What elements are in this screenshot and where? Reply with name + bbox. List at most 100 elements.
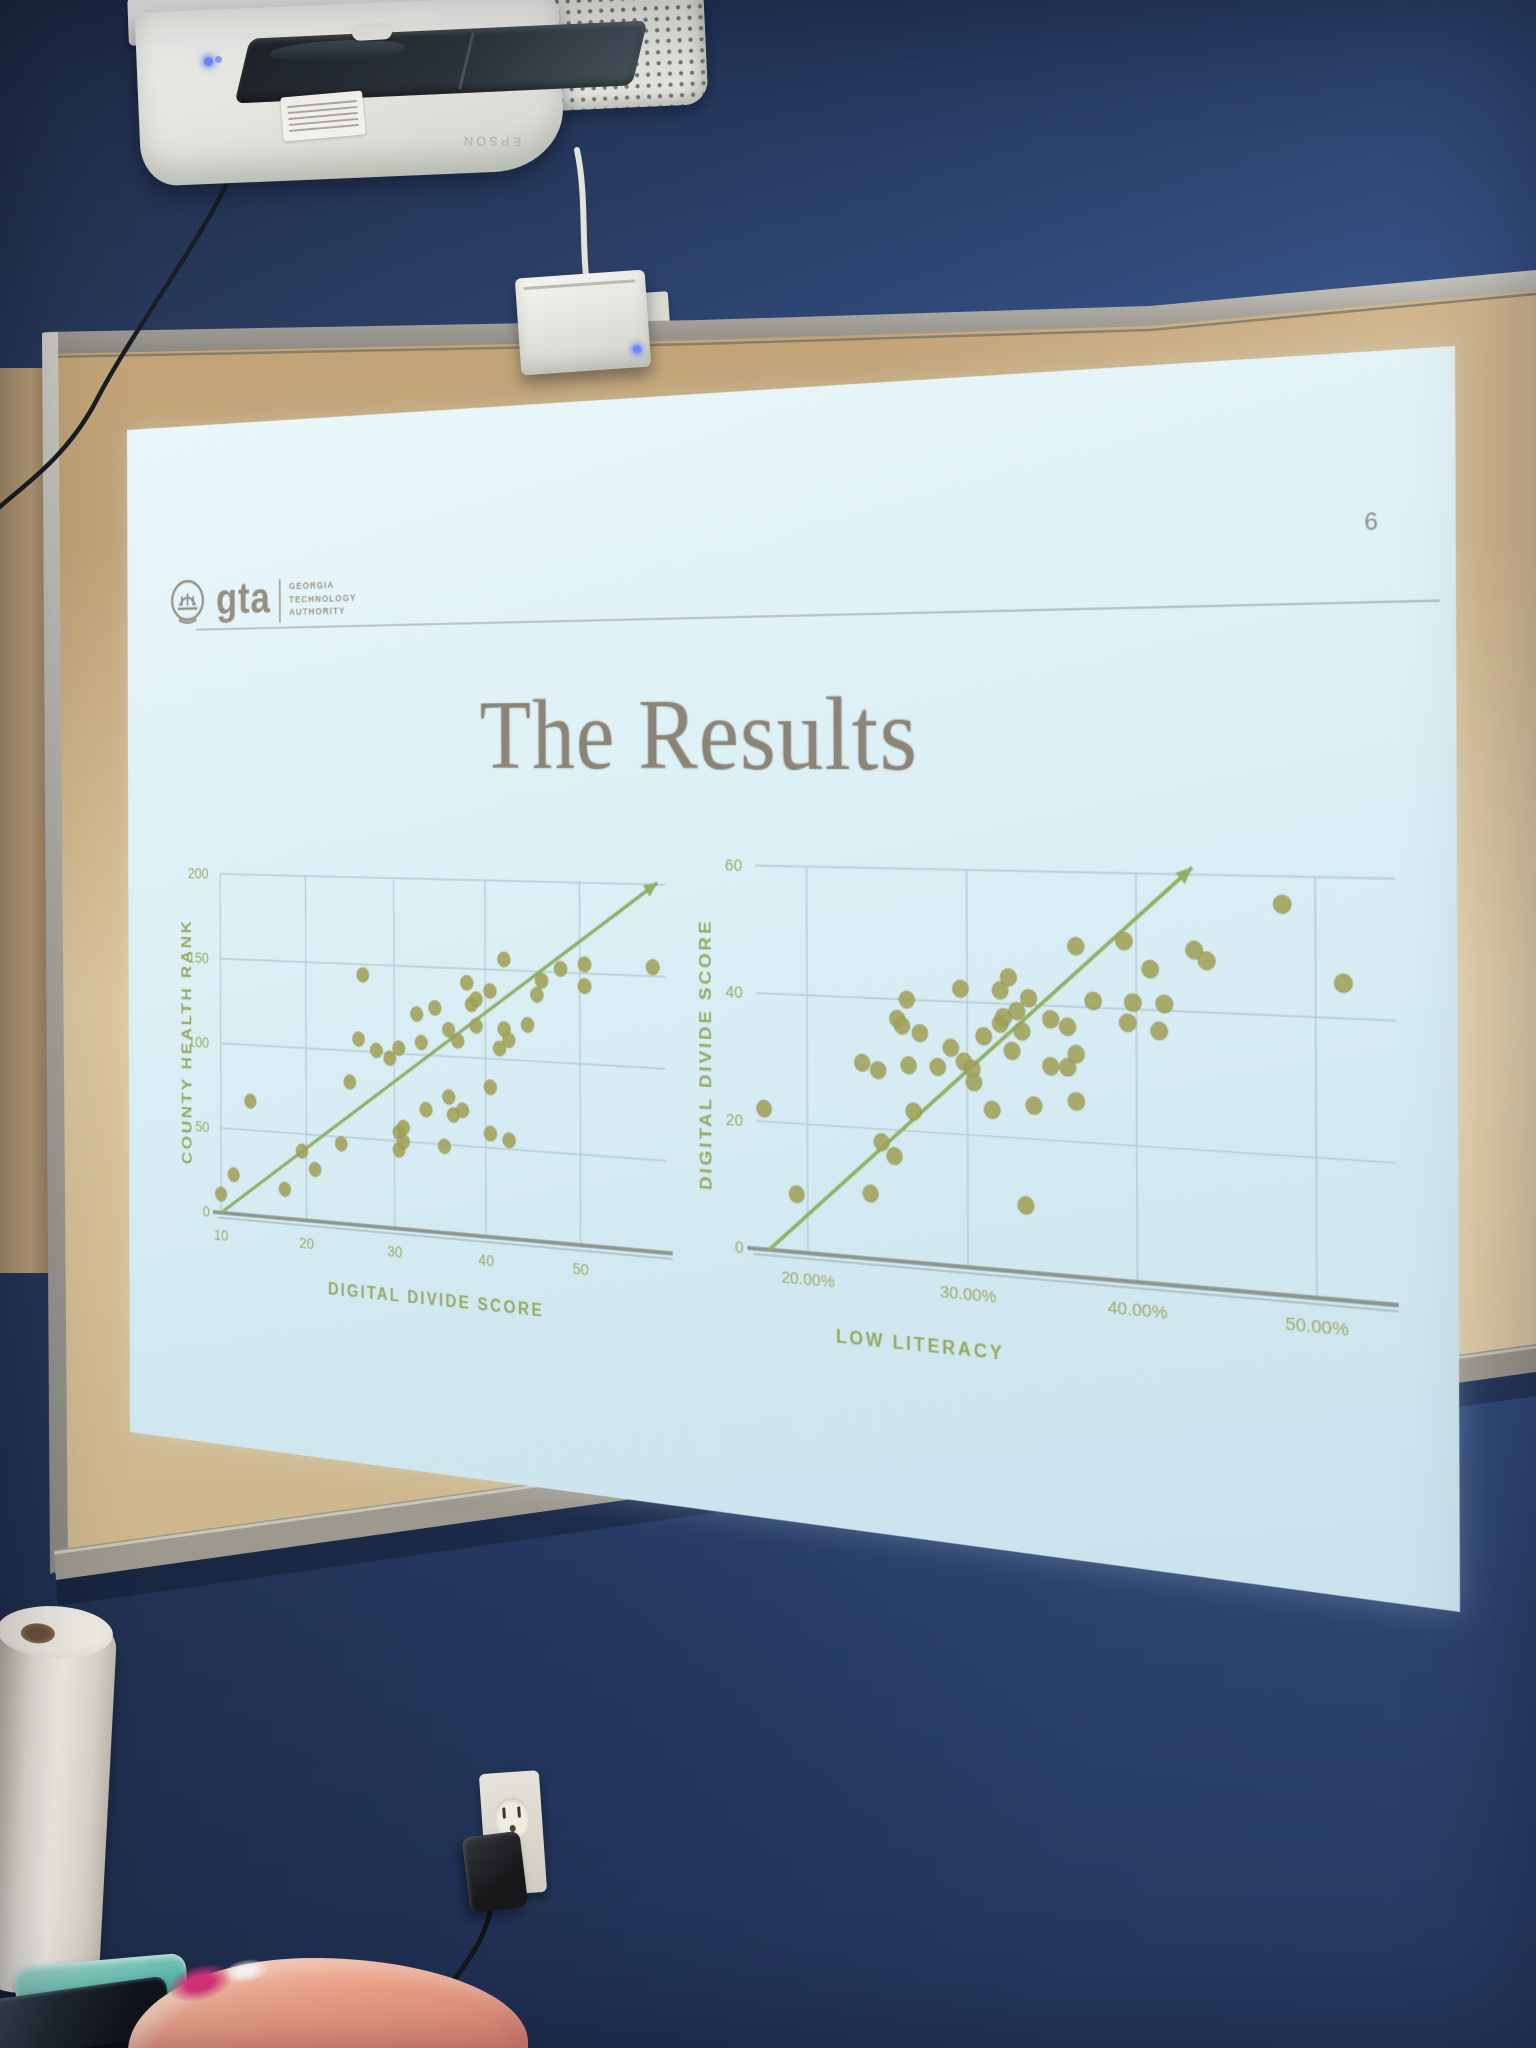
scatter-point (854, 1054, 870, 1072)
lens-divider (458, 32, 475, 90)
scatter-point (646, 959, 660, 975)
scatter-point (966, 1073, 982, 1091)
projected-slide: gta GEORGIA TECHNOLOGY AUTHORITY 6 The R… (127, 345, 1460, 1613)
scatter-point (984, 1101, 1000, 1120)
scatter-point (335, 1136, 347, 1152)
scatter-point (393, 1041, 405, 1056)
scatter-point (484, 1079, 497, 1095)
gta-seal-icon (167, 575, 208, 631)
scatter-point (1334, 974, 1352, 993)
scatter-point (1020, 989, 1037, 1007)
scatter-point (870, 1061, 886, 1079)
scatter-point (554, 961, 567, 977)
scatter-point (456, 1102, 469, 1118)
outlet-slot (517, 1806, 521, 1818)
x-tick-label: 30 (387, 1241, 402, 1261)
scatter-point (1124, 993, 1141, 1012)
scatter-point (460, 975, 473, 991)
scatter-point (789, 1185, 804, 1203)
logo-divider (278, 579, 281, 623)
projector-spec-label (280, 90, 366, 142)
scatter-point (578, 957, 591, 973)
projector-connection-box (514, 269, 652, 376)
projector-brand-label: EPSON (460, 133, 522, 150)
scatter-point (535, 973, 548, 989)
scatter-point (1085, 992, 1102, 1011)
scatter-point (497, 952, 510, 968)
scatter-point (578, 978, 591, 994)
x-tick-label: 20.00% (781, 1266, 835, 1291)
scatter-point (899, 991, 915, 1009)
y-tick-label: 40 (725, 981, 742, 1002)
header-divider-line (195, 599, 1440, 631)
projector-sensor-tab (351, 22, 393, 42)
scatter-point (296, 1143, 308, 1158)
scatter-point (470, 991, 483, 1007)
y-tick-label: 0 (735, 1236, 744, 1257)
scatter-point (245, 1094, 257, 1109)
x-axis-title: LOW LITERACY (836, 1326, 1005, 1365)
board-frame-left (42, 332, 68, 1574)
scatter-point (344, 1074, 356, 1089)
scatter-point (1014, 1022, 1031, 1040)
scatter-point (943, 1039, 959, 1057)
scatter-point (863, 1184, 879, 1202)
logo-org-line: TECHNOLOGY (289, 592, 357, 606)
scatter-point (874, 1133, 890, 1151)
scatter-point (1156, 995, 1173, 1014)
scatter-point (420, 1102, 432, 1118)
power-adapter-plug (461, 1830, 529, 1914)
x-tick-label: 40 (478, 1249, 494, 1270)
scatter-point (484, 983, 497, 999)
x-axis-title: DIGITAL DIVIDE SCORE (328, 1279, 544, 1321)
scatter-point (309, 1162, 321, 1178)
projector-status-led (204, 57, 213, 66)
gta-logo: gta GEORGIA TECHNOLOGY AUTHORITY (167, 570, 356, 631)
scatter-chart-health-rank-vs-divide-score: 10 20 30 40 50 0 50 100 150 200 COUNTY HEALTH RANK… (179, 864, 680, 1322)
x-tick-label: 40.00% (1108, 1296, 1168, 1323)
lens-glint (267, 37, 408, 64)
scatter-point (1018, 1196, 1035, 1215)
scatter-point (1198, 952, 1216, 971)
scatter-point (1068, 1045, 1085, 1064)
scatter-point (912, 1024, 928, 1042)
scatter-point (397, 1134, 409, 1150)
board-frame-top-shadow (43, 292, 1536, 359)
logo-org-name: GEORGIA TECHNOLOGY AUTHORITY (289, 579, 357, 619)
y-tick-label: 200 (188, 864, 209, 883)
paper-towel-body (0, 1609, 118, 1997)
scatter-point (1151, 1022, 1168, 1041)
scatter-point (1067, 937, 1084, 955)
scatter-point (530, 987, 543, 1003)
connection-box-led (632, 345, 642, 354)
paper-towel-roll (0, 1603, 118, 1997)
scatter-point (1273, 895, 1291, 914)
scatter-point (357, 967, 369, 982)
scatter-chart-divide-score-vs-low-literacy: 20.00% 30.00% 40.00% 50.00% 0 20 40 60 DIGITAL D… (696, 815, 1459, 1365)
y-tick-label: 60 (725, 854, 742, 874)
scatter-point (484, 1126, 497, 1142)
scatter-point (438, 1138, 451, 1154)
scatter-point (757, 1100, 772, 1118)
scatter-point (906, 1102, 922, 1120)
scatter-point (410, 1006, 422, 1021)
y-axis-title: COUNTY HEALTH RANK (179, 918, 195, 1165)
logo-brand: gta (215, 573, 271, 624)
scatter-point (887, 1147, 903, 1165)
y-axis-title: DIGITAL DIVIDE SCORE (696, 918, 715, 1190)
scatter-point (502, 1032, 515, 1048)
scatter-point (215, 1186, 227, 1201)
scatter-point (1026, 1096, 1043, 1115)
scatter-point (1115, 932, 1132, 951)
scatter-point (503, 1132, 516, 1148)
outlet-slot (502, 1807, 506, 1819)
scatter-point (415, 1035, 427, 1051)
scatter-point (228, 1167, 240, 1182)
scatter-point (451, 1033, 464, 1049)
x-tick-label: 50.00% (1285, 1312, 1349, 1340)
connection-box-slit (523, 279, 636, 290)
x-tick-label: 20 (299, 1233, 314, 1253)
scatter-point (370, 1043, 382, 1058)
y-tick-label: 20 (726, 1108, 743, 1129)
